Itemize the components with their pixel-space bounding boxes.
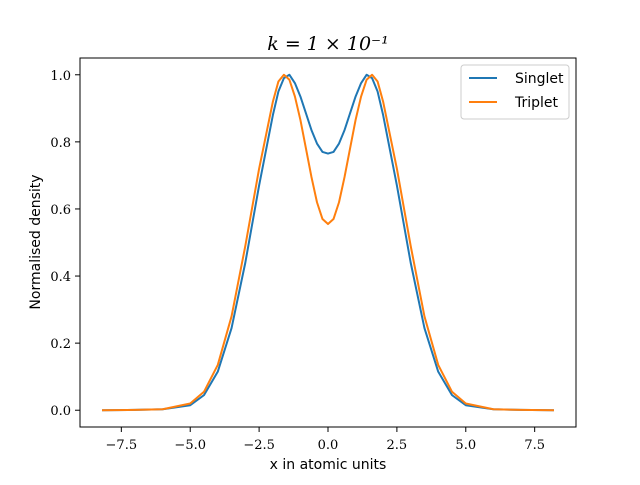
x-tick-label: 5.0 (455, 438, 476, 453)
series-line-triplet (102, 73, 554, 412)
legend-label-triplet: Triplet (514, 95, 559, 111)
y-tick-label: 0.0 (50, 404, 71, 419)
legend-label-singlet: Singlet (515, 71, 564, 87)
y-tick-label: 0.8 (50, 136, 71, 151)
legend: Singlet Triplet (460, 64, 570, 120)
x-axis-label: x in atomic units (270, 457, 387, 473)
series-line-singlet (102, 73, 554, 412)
x-tick-label: −5.0 (174, 438, 206, 453)
series-group (102, 73, 554, 412)
y-axis-ticks: 0.0 0.2 0.4 0.6 0.8 1.0 (50, 69, 80, 419)
x-tick-label: 0.0 (318, 438, 339, 453)
x-tick-label: 2.5 (387, 438, 408, 453)
y-axis-label: Normalised density (28, 174, 44, 309)
y-tick-label: 0.2 (50, 337, 71, 352)
y-tick-label: 0.6 (50, 203, 71, 218)
y-tick-label: 1.0 (50, 69, 71, 84)
x-tick-label: −2.5 (243, 438, 275, 453)
chart-title: k = 1 × 10⁻¹ (267, 33, 388, 55)
x-tick-label: −7.5 (106, 438, 138, 453)
x-axis-ticks: −7.5 −5.0 −2.5 0.0 2.5 5.0 7.5 (106, 427, 545, 453)
y-tick-label: 0.4 (50, 270, 71, 285)
x-tick-label: 7.5 (524, 438, 545, 453)
